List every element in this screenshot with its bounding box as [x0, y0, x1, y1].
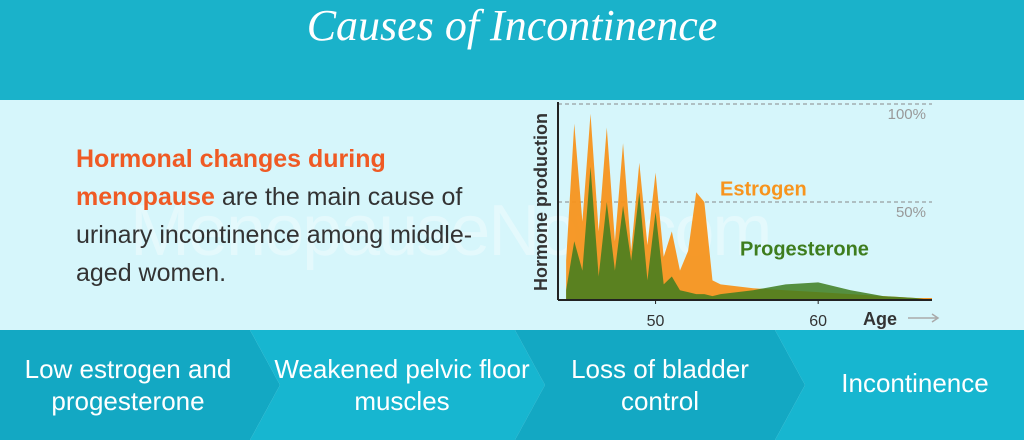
x-tick-label: 50	[647, 313, 665, 330]
step-bg	[250, 330, 545, 440]
legend-label: Estrogen	[720, 178, 807, 200]
title: Causes of Incontinence	[306, 1, 718, 50]
step-label: Weakened pelvic floor muscles	[274, 354, 530, 416]
area	[566, 166, 932, 300]
body-text: Hormonal changes during menopause are th…	[76, 140, 476, 292]
steps	[0, 330, 1024, 440]
x-tick-label: 60	[809, 313, 827, 330]
highlight: Hormonal changes during menopause	[76, 145, 386, 211]
y-tick-label: 100%	[888, 106, 926, 123]
step-label: Low estrogen and progesterone	[25, 354, 232, 416]
step-bg	[0, 330, 280, 440]
step-bg	[515, 330, 805, 440]
y-axis-label: Hormone production	[531, 113, 551, 291]
text: are the main cause of urinary incontinen…	[76, 183, 473, 287]
step-label: Loss of bladder control	[571, 354, 749, 416]
step-bg	[775, 330, 1024, 440]
y-tick-label: 50%	[896, 204, 926, 221]
header	[0, 0, 1024, 100]
arrow	[908, 313, 940, 323]
x-axis-label: Age	[863, 309, 897, 329]
legend-label: Progesterone	[740, 238, 869, 260]
step-label: Incontinence	[841, 368, 988, 398]
